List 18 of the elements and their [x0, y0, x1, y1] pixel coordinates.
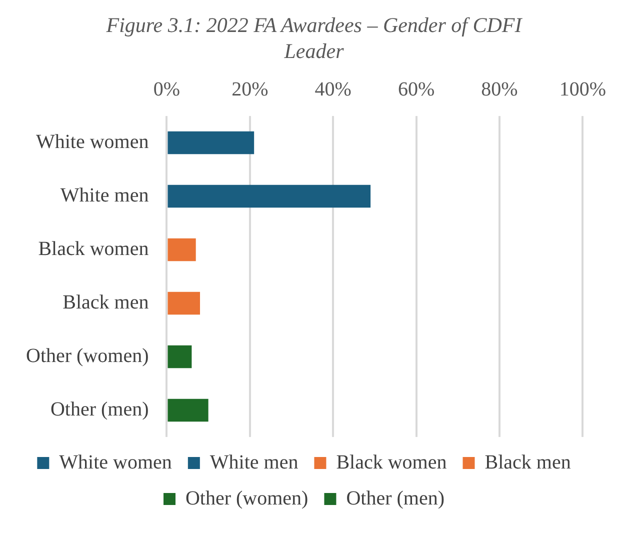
legend-label: White men [210, 451, 298, 474]
x-tick-label: 0% [153, 78, 180, 100]
x-tick-label: 80% [481, 78, 518, 100]
legend-label: Other (women) [185, 487, 308, 510]
y-tick-label: Other (men) [50, 398, 149, 420]
y-tick-label: White men [60, 184, 149, 206]
y-tick-label: Black men [62, 292, 149, 314]
x-tick-label: 20% [232, 78, 268, 100]
x-tick-label: 60% [398, 78, 435, 100]
legend-label: Black men [484, 451, 571, 474]
chart-title: Figure 3.1: 2022 FA Awardees – Gender of CDFI Leader [105, 12, 524, 64]
y-tick-label: White women [36, 131, 149, 153]
x-tick-label: 100% [559, 78, 606, 100]
legend-label: Other (men) [346, 487, 445, 510]
y-tick-label: Black women [38, 238, 149, 260]
x-tick-label: 40% [314, 78, 352, 100]
y-tick-label: Other (women) [26, 345, 149, 367]
legend-label: Black women [336, 451, 447, 474]
